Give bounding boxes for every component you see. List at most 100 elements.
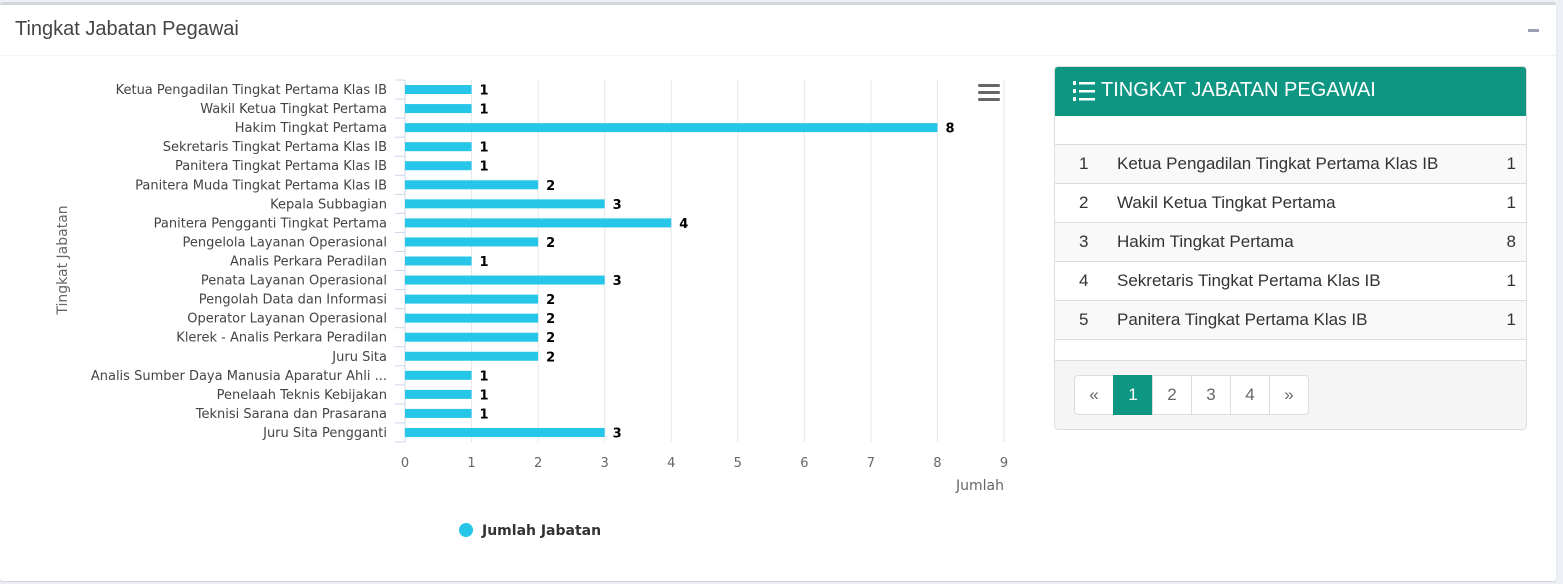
y-tick-label: Wakil Ketua Tingkat Pertama [200,102,387,117]
pagination-page-1[interactable]: 1 [1113,375,1153,415]
y-tick-label: Analis Sumber Daya Manusia Aparatur Ahli… [91,369,387,384]
x-tick-label: 5 [734,456,742,471]
bar-chart: 0 1 2 3 4 5 6 7 8 9 Ketua Pengadilan Tingkat Perta… [55,79,1008,539]
row-name: Panitera Tingkat Pertama Klas IB [1117,310,1368,329]
bar[interactable] [405,408,472,418]
y-tick-label: Penata Layanan Operasional [201,274,387,289]
box-title: Tingkat Jabatan Pegawai [15,18,239,40]
bar-data-label: 3 [613,426,622,441]
pagination: «1 2 3 4» [1074,375,1309,415]
bar[interactable] [405,351,539,361]
table-row: 3 Hakim Tingkat Pertama 8 [1055,223,1526,262]
bar-data-label: 1 [480,255,489,270]
bar-data-label: 1 [480,369,489,384]
row-name: Wakil Ketua Tingkat Pertama [1117,193,1336,212]
bar-data-label: 2 [546,293,555,308]
bar-data-label: 2 [546,350,555,365]
bar-data-label: 1 [480,160,489,175]
panel-heading: TINGKAT JABATAN PEGAWAI [1055,67,1526,116]
legend-label[interactable]: Jumlah Jabatan [481,523,601,539]
bar[interactable] [405,427,605,437]
y-tick-label: Teknisi Sarana dan Prasarana [195,407,387,422]
x-tick-label: 9 [1000,456,1008,471]
panel-title: TINGKAT JABATAN PEGAWAI [1101,79,1376,101]
bar-data-label: 8 [945,122,954,137]
y-tick-label: Panitera Pengganti Tingkat Pertama [154,216,387,231]
bar[interactable] [405,161,472,171]
bar[interactable] [405,85,472,95]
hamburger-icon [978,84,1000,87]
bar-data-label: 2 [546,331,555,346]
x-tick-label: 1 [467,456,475,471]
chart-menu-button[interactable] [978,84,1000,102]
y-tick-label: Juru Sita Pengganti [262,426,387,441]
collapse-icon[interactable] [1526,19,1542,35]
pagination-prev[interactable]: « [1074,375,1114,415]
y-tick-label: Operator Layanan Operasional [187,312,387,327]
bar[interactable] [405,237,539,247]
table-rows: 1 Ketua Pengadilan Tingkat Pertama Klas I… [1055,144,1526,340]
table-row: 5 Panitera Tingkat Pertama Klas IB 1 [1055,301,1526,340]
panel-footer: «1 2 3 4» [1055,360,1526,429]
y-tick-label: Panitera Tingkat Pertama Klas IB [175,159,387,174]
bar[interactable] [405,123,938,133]
y-tick-label: Panitera Muda Tingkat Pertama Klas IB [135,178,387,193]
table-row: 4 Sekretaris Tingkat Pertama Klas IB 1 [1055,262,1526,301]
box-header: Tingkat Jabatan Pegawai [0,5,1556,56]
row-count: 1 [1506,154,1516,173]
row-name: Ketua Pengadilan Tingkat Pertama Klas IB [1117,154,1439,173]
bar-data-label: 4 [679,217,688,232]
pagination-page-3[interactable]: 3 [1191,375,1231,415]
x-tick-label: 3 [601,456,609,471]
legend-marker[interactable] [459,523,473,537]
x-tick-label: 6 [800,456,808,471]
x-tick-label: 4 [667,456,675,471]
pagination-next[interactable]: » [1269,375,1309,415]
x-axis-title: Jumlah [955,478,1004,494]
bar-data-label: 1 [480,141,489,156]
row-count: 1 [1506,271,1516,290]
bar[interactable] [405,199,605,209]
x-tick-label: 8 [933,456,941,471]
bar[interactable] [405,389,472,399]
pagination-page-2[interactable]: 2 [1152,375,1192,415]
bar-data-label: 2 [546,312,555,327]
pagination-page-4[interactable]: 4 [1230,375,1270,415]
list-ol-icon [1073,81,1095,101]
bar[interactable] [405,313,539,323]
row-count: 1 [1506,193,1516,212]
row-name: Hakim Tingkat Pertama [1117,232,1294,251]
row-name: Sekretaris Tingkat Pertama Klas IB [1117,271,1381,290]
bar[interactable] [405,370,472,380]
bar[interactable] [405,256,472,266]
bar-data-label: 2 [546,179,555,194]
bar-data-label: 1 [480,407,489,422]
bar[interactable] [405,104,472,114]
bar[interactable] [405,294,539,304]
table-row: 2 Wakil Ketua Tingkat Pertama 1 [1055,184,1526,223]
x-tick-label: 0 [401,456,409,471]
y-tick-label: Sekretaris Tingkat Pertama Klas IB [163,140,387,155]
row-count: 8 [1506,232,1516,251]
bar[interactable] [405,142,472,152]
y-tick-label: Analis Perkara Peradilan [230,255,387,270]
bar[interactable] [405,275,605,285]
bar-data-label: 1 [480,84,489,99]
y-tick-label: Pengolah Data dan Informasi [199,293,387,308]
row-number: 2 [1079,193,1089,212]
bar[interactable] [405,332,539,342]
x-tick-label: 2 [534,456,542,471]
x-tick-label: 7 [867,456,875,471]
bar[interactable] [405,180,539,190]
bar[interactable] [405,218,672,228]
bar-data-label: 2 [546,236,555,251]
bar-data-label: 1 [480,103,489,118]
hamburger-icon-line [978,91,1000,94]
y-tick-label: Juru Sita [331,350,387,365]
row-number: 3 [1079,232,1089,251]
bar-data-label: 3 [613,274,622,289]
y-tick-label: Pengelola Layanan Operasional [182,235,387,250]
bar-data-label: 1 [480,388,489,403]
y-tick-label: Hakim Tingkat Pertama [235,121,387,136]
bar-data-label: 3 [613,198,622,213]
